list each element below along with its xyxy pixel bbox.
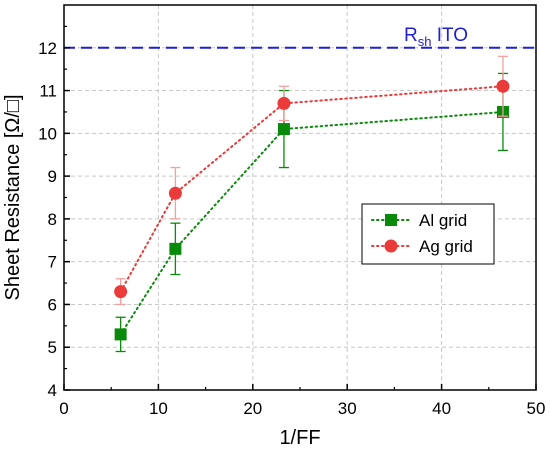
y-tick-label: 6 <box>48 295 57 314</box>
series-line <box>119 85 504 293</box>
legend-label: Al grid <box>419 211 467 230</box>
data-point-marker <box>496 79 510 93</box>
reference-line-group: Rsh ITO <box>64 25 536 49</box>
series-group <box>114 55 510 353</box>
y-tick-label: 9 <box>48 167 57 186</box>
x-tick-label: 0 <box>59 399 68 418</box>
reference-line-label: Rsh ITO <box>404 25 468 49</box>
series <box>114 55 510 306</box>
data-point-marker <box>384 239 398 253</box>
data-point-marker <box>168 186 182 200</box>
legend: Al grid Ag grid <box>361 203 495 265</box>
data-point-marker <box>277 96 291 110</box>
y-tick-label: 7 <box>48 253 57 272</box>
x-tick-label: 40 <box>432 399 451 418</box>
x-axis-label: 1/FF <box>279 427 320 449</box>
reference-line-label-sub: sh <box>418 34 432 49</box>
x-tick-label: 10 <box>149 399 168 418</box>
axis-ticks: 0 10 20 30 40 50 4 5 6 7 8 9 10 11 12 <box>38 25 546 418</box>
legend-label: Ag grid <box>419 237 473 256</box>
data-point-marker <box>277 123 290 136</box>
y-tick-label: 12 <box>38 39 57 58</box>
y-tick-label: 10 <box>38 124 57 143</box>
legend-box <box>361 203 495 265</box>
grid <box>64 5 536 390</box>
data-point-marker <box>114 328 127 341</box>
y-axis-label: Sheet Resistance [Ω/□] <box>2 94 24 300</box>
x-tick-label: 30 <box>338 399 357 418</box>
data-point-marker <box>169 242 182 255</box>
x-tick-label: 50 <box>527 399 546 418</box>
y-tick-label: 4 <box>48 381 57 400</box>
series-line <box>119 110 504 336</box>
x-tick-label: 20 <box>243 399 262 418</box>
y-tick-label: 5 <box>48 338 57 357</box>
data-point-marker <box>114 285 128 299</box>
plot-frame <box>63 4 537 391</box>
data-point-marker <box>385 214 397 226</box>
y-tick-label: 11 <box>39 82 57 101</box>
series <box>114 72 509 353</box>
reference-line-label-main: R <box>404 25 418 46</box>
reference-line-label-rest: ITO <box>431 25 468 46</box>
y-tick-label: 8 <box>48 210 57 229</box>
